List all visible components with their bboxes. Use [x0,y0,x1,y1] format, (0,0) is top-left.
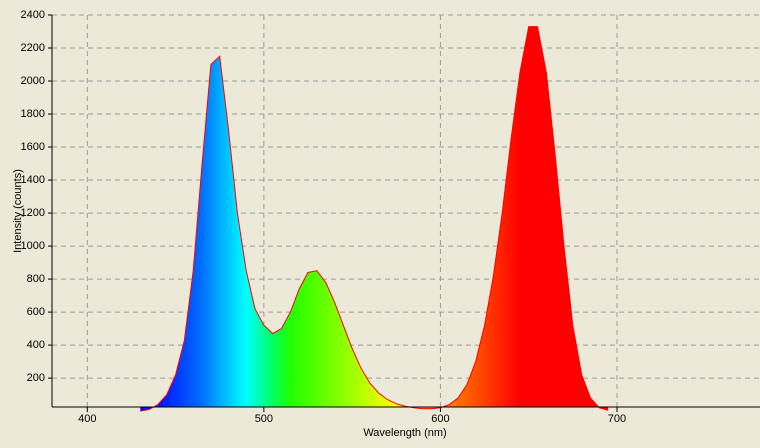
y-tick-label: 1200 [21,207,45,219]
y-tick-label: 1800 [21,108,45,120]
y-tick-label: 2000 [21,75,45,87]
x-tick-label: 500 [255,413,273,425]
x-tick-label: 400 [78,413,96,425]
y-tick-label: 1000 [21,240,45,252]
y-axis-label: Intensity (counts) [12,169,24,253]
y-tick-label: 1600 [21,141,45,153]
x-tick-label: 700 [608,413,626,425]
y-tick-label: 600 [27,306,45,318]
x-axis-label: Wavelength (nm) [363,427,446,439]
y-tick-label: 800 [27,273,45,285]
y-tick-label: 2400 [21,9,45,21]
y-tick-label: 200 [27,372,45,384]
y-tick-label: 2200 [21,42,45,54]
x-tick-label: 600 [431,413,449,425]
spectrum-line [140,26,609,412]
y-tick-label: 1400 [21,174,45,186]
y-tick-label: 400 [27,339,45,351]
spectrum-area [140,26,609,412]
